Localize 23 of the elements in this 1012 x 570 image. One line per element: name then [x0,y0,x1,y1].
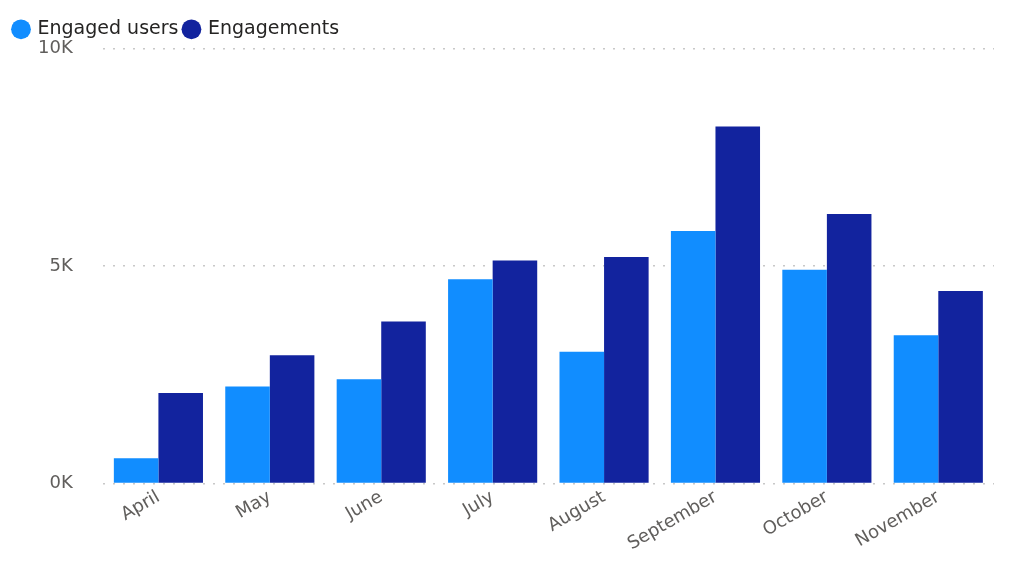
y-tick-label: 0K [49,471,74,493]
bar [269,355,315,483]
bar [158,393,203,483]
x-tick-label: July [457,485,498,521]
x-tick-label: May [231,485,275,522]
bar [225,386,270,483]
bar [893,335,939,483]
bar [782,269,827,483]
y-tick-label: 5K [49,253,74,275]
legend-label: Engaged users [37,16,179,39]
bar [559,351,605,483]
bar [336,379,382,483]
bar [381,321,426,483]
legend-label: Engagements [207,16,340,39]
bar [826,214,872,483]
bar [492,260,538,483]
bar [448,279,493,483]
bar [670,230,716,483]
x-tick-label: June [340,485,386,524]
bar [715,126,761,483]
bar [113,458,159,483]
bar [938,290,983,483]
bar [604,257,649,483]
